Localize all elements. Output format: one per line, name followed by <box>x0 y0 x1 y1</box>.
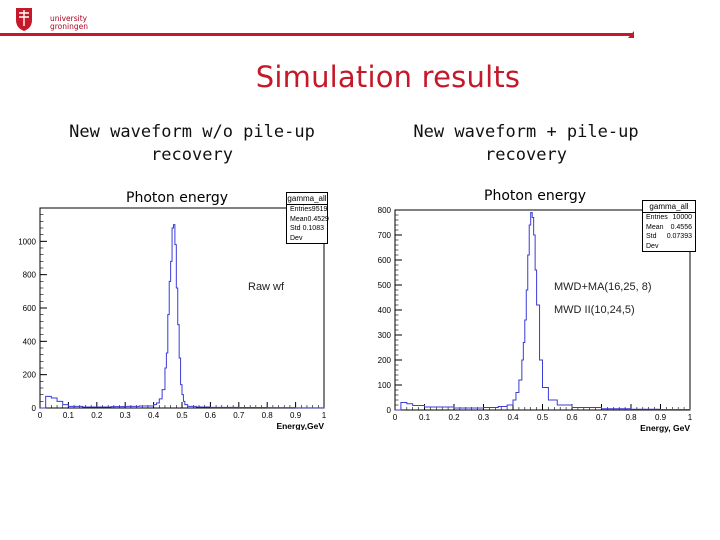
logo-line-2: groningen <box>50 22 88 31</box>
x-tick-label: 0.9 <box>655 413 667 422</box>
stats-box-right: gamma_all Entries 10000 Mean 0.4556 Std De… <box>642 200 696 252</box>
stats-name: gamma_all <box>643 201 695 213</box>
plot-title-right: Photon energy <box>484 188 587 204</box>
histogram-series-line <box>40 224 325 409</box>
histogram-right: Photon energy 0 0.1 0.2 0.3 0.4 0.5 0.6 0.7 0.8 0… <box>366 186 700 444</box>
annotation-mwd-ii: MWD II(10,24,5) <box>554 304 635 316</box>
stats-row-entries: Entries 9519 <box>290 206 328 213</box>
y-tick-label: 1000 <box>18 237 36 246</box>
x-tick-label: 1 <box>322 411 327 420</box>
y-tick-label: 600 <box>23 304 37 313</box>
x-axis-label: Energy, GeV <box>640 423 690 433</box>
x-tick-label: 0 <box>393 413 398 422</box>
y-tick-label: 300 <box>378 331 392 340</box>
stats-mean-value: 0.4529 <box>307 215 329 223</box>
header-rule-end <box>628 31 634 38</box>
stats-stddev-value: 0.1083 <box>302 225 324 232</box>
stats-box-left: gamma_all Entries 9519 Mean 0.4529 Std Dev… <box>286 192 329 244</box>
plot-title-left: Photon energy <box>126 190 229 206</box>
subtitle-left: New waveform w/o pile-up recovery <box>69 122 315 165</box>
x-tick-label: 0.3 <box>478 413 490 422</box>
y-tick-label: 400 <box>23 337 37 346</box>
subtitle-right: New waveform + pile-up recovery <box>413 122 639 165</box>
y-tick-label: 0 <box>387 406 392 415</box>
stats-row-entries: Entries 10000 <box>646 214 692 221</box>
y-tick-label: 600 <box>378 256 392 265</box>
histogram-left: Photon energy 0 0.1 0.2 0.3 0.4 0.5 0.6 0.7 0.8 0… <box>6 186 334 431</box>
stats-mean-value: 0.4556 <box>670 223 692 231</box>
stats-name: gamma_all <box>287 194 327 205</box>
x-axis-label: Energy,GeV <box>276 421 324 430</box>
x-tick-label: 0.7 <box>233 411 245 420</box>
x-tick-label: 0.1 <box>419 413 431 422</box>
x-tick-label: 0.3 <box>120 411 132 420</box>
stats-row-mean: Mean 0.4556 <box>646 223 692 231</box>
logo-line-1: university <box>50 14 88 23</box>
x-tick-label: 0.7 <box>596 413 608 422</box>
stats-row-stddev: Std Dev 0.1083 <box>290 225 324 242</box>
logo-wordmark: university groningen <box>50 15 88 31</box>
x-tick-label: 0.5 <box>537 413 549 422</box>
x-tick-label: 0.6 <box>205 411 217 420</box>
x-tick-label: 0.2 <box>448 413 460 422</box>
x-tick-label: 0.8 <box>262 411 274 420</box>
y-tick-label: 100 <box>378 381 392 390</box>
x-tick-label: 0.6 <box>566 413 578 422</box>
x-tick-label: 0.5 <box>176 411 188 420</box>
plot-frame <box>39 207 325 409</box>
y-tick-label: 800 <box>23 271 37 280</box>
stats-entries-value: 10000 <box>672 214 692 221</box>
histogram-series-line <box>395 212 691 411</box>
x-tick-label: 0.4 <box>507 413 519 422</box>
y-tick-label: 0 <box>32 404 37 413</box>
crest-icon <box>16 8 32 31</box>
legend-mwd-ma: MWD+MA(16,25, 8) <box>554 281 652 293</box>
x-tick-label: 1 <box>688 413 693 422</box>
histogram-left-svg: 0 0.1 0.2 0.3 0.4 0.5 0.6 0.7 0.8 0.9 1 0 200 400 600 8… <box>18 207 327 431</box>
x-tick-label: 0.4 <box>148 411 160 420</box>
y-tick-label: 200 <box>378 356 392 365</box>
x-tick-label: 0.2 <box>91 411 103 420</box>
x-tick-label: 0 <box>38 411 43 420</box>
header-rule <box>0 33 632 36</box>
stats-entries-value: 9519 <box>311 206 328 213</box>
x-tick-label: 0.9 <box>290 411 302 420</box>
stats-row-mean: Mean 0.4529 <box>290 215 329 223</box>
stats-stddev-value: 0.07393 <box>666 233 692 240</box>
y-tick-label: 200 <box>23 371 37 380</box>
y-tick-label: 500 <box>378 281 392 290</box>
header: university groningen <box>0 0 720 40</box>
stats-row-stddev: Std Dev 0.07393 <box>646 233 692 250</box>
slide-title: Simulation results <box>255 60 521 94</box>
histogram-right-svg: 0 0.1 0.2 0.3 0.4 0.5 0.6 0.7 0.8 0.9 1 0 100 200 300 4… <box>378 206 693 433</box>
y-tick-label: 700 <box>378 231 392 240</box>
university-logo: university groningen <box>14 6 104 34</box>
x-tick-label: 0.8 <box>625 413 637 422</box>
x-tick-label: 0.1 <box>63 411 75 420</box>
y-tick-label: 400 <box>378 306 392 315</box>
y-tick-label: 800 <box>378 206 392 215</box>
legend-raw-wf: Raw wf <box>248 281 285 293</box>
